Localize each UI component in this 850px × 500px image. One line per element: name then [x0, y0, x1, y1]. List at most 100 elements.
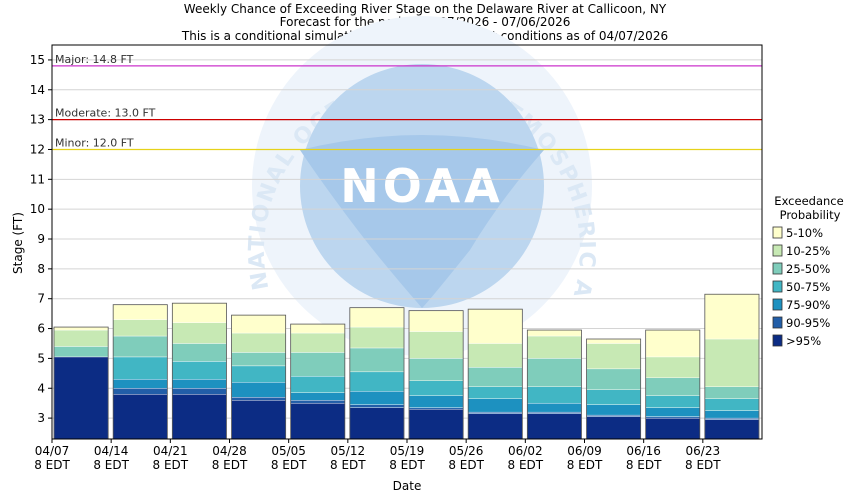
legend-label: 50-75% — [786, 280, 830, 294]
x-tick-time: 8 EDT — [626, 458, 662, 472]
bar-segment-25-50% — [408, 358, 464, 381]
x-tick-date: 05/12 — [331, 444, 366, 458]
bar-segment-10-25% — [172, 322, 227, 344]
bar-segment-5-10% — [112, 304, 168, 320]
y-ticks: 3 4 5 6 7 8 9 10 11 12 13 14 15 — [30, 53, 52, 425]
x-tick-time: 8 EDT — [212, 458, 248, 472]
x-tick-time: 8 EDT — [389, 458, 425, 472]
bar-week-06-16 — [645, 329, 701, 440]
y-tick-label: 14 — [30, 83, 45, 97]
bar-segment-10-25% — [467, 343, 523, 368]
bar-segment-25-50% — [290, 352, 346, 377]
bar-segment-10-25% — [408, 331, 464, 359]
bar-week-05-26 — [467, 308, 523, 440]
bar-segment-75-90% — [408, 395, 464, 408]
bar-segment-75-90% — [231, 382, 286, 398]
bar-segment-25-50% — [172, 343, 227, 362]
x-tick-time: 8 EDT — [93, 458, 129, 472]
bar-segment-90-95% — [172, 388, 227, 395]
x-tick-time: 8 EDT — [271, 458, 307, 472]
x-tick-time: 8 EDT — [685, 458, 721, 472]
bar-segment-90-95% — [467, 411, 523, 414]
y-tick-label: 15 — [30, 53, 45, 67]
x-tick-time: 8 EDT — [330, 458, 366, 472]
bar-week-04-14 — [112, 304, 168, 440]
bar-segment-5-10% — [408, 310, 464, 332]
bar-segment->95% — [231, 399, 286, 440]
bar-segment-10-25% — [112, 319, 168, 337]
bar-week-06-23 — [704, 293, 760, 440]
bar-segment-25-50% — [586, 368, 641, 390]
bar-segment-75-90% — [704, 410, 760, 419]
bar-segment->95% — [527, 413, 582, 440]
legend-label: >95% — [786, 334, 821, 348]
watermark-logo-text: NOAA — [340, 159, 504, 213]
legend-label: 5-10% — [786, 226, 823, 240]
legend-swatch-90-95% — [772, 316, 783, 329]
bar-segment-50-75% — [527, 386, 582, 404]
y-tick-label: 8 — [37, 262, 45, 276]
y-tick-label: 9 — [37, 232, 45, 246]
bar-segment-25-50% — [112, 335, 168, 358]
threshold-label-2: Minor: 12.0 FT — [55, 136, 134, 149]
bar-segment-75-90% — [586, 404, 641, 416]
bar-segment-50-75% — [467, 386, 523, 399]
bar-segment->95% — [53, 356, 109, 440]
bar-segment-50-75% — [645, 395, 701, 408]
x-tick-date: 04/14 — [94, 444, 129, 458]
x-tick-date: 05/05 — [271, 444, 306, 458]
x-tick-date: 06/23 — [686, 444, 721, 458]
threshold-label-0: Major: 14.8 FT — [55, 53, 134, 66]
bar-week-04-21 — [171, 302, 227, 440]
bar-segment-5-10% — [645, 329, 701, 358]
legend-swatch-10-25% — [772, 244, 783, 257]
bar-week-05-12 — [349, 307, 405, 440]
y-tick-label: 10 — [30, 202, 45, 216]
x-tick-date: 04/28 — [212, 444, 247, 458]
y-tick-label: 13 — [30, 113, 45, 127]
bar-segment-10-25% — [527, 335, 582, 359]
bar-segment-75-90% — [112, 379, 168, 389]
bar-segment-50-75% — [586, 389, 641, 405]
bar-segment-5-10% — [172, 302, 227, 323]
bar-segment-75-90% — [290, 392, 346, 401]
x-tick-date: 05/26 — [449, 444, 484, 458]
bar-segment-25-50% — [467, 367, 523, 387]
bar-week-06-09 — [586, 338, 642, 440]
bar-segment-90-95% — [586, 414, 641, 417]
bar-segment-5-10% — [467, 308, 523, 344]
bar-segment-75-90% — [467, 398, 523, 413]
bar-segment-90-95% — [527, 411, 582, 414]
bar-segment-25-50% — [645, 377, 701, 396]
bar-week-06-02 — [526, 329, 582, 440]
x-tick-time: 8 EDT — [153, 458, 189, 472]
bar-segment-90-95% — [408, 407, 464, 410]
bar-segment-10-25% — [586, 343, 641, 370]
x-tick-time: 8 EDT — [508, 458, 544, 472]
legend-swatch-5-10% — [772, 226, 783, 239]
legend-title-line1: Exceedance — [774, 194, 843, 208]
bar-week-05-05 — [290, 323, 346, 440]
bar-segment-5-10% — [231, 314, 286, 334]
legend-swatch-50-75% — [772, 280, 783, 293]
y-tick-label: 7 — [37, 292, 45, 306]
bar-segment->95% — [112, 394, 168, 440]
bar-segment-50-75% — [349, 371, 405, 392]
bar-segment-10-25% — [290, 332, 346, 353]
threshold-label-1: Moderate: 13.0 FT — [55, 107, 156, 120]
bar-segment-5-10% — [53, 326, 109, 331]
y-tick-label: 11 — [30, 172, 45, 186]
legend-label: 75-90% — [786, 298, 830, 312]
bar-segment->95% — [704, 419, 760, 440]
x-tick-date: 06/16 — [626, 444, 661, 458]
threshold-lines: Major: 14.8 FT Moderate: 13.0 FT Minor: 12… — [52, 53, 762, 151]
bar-segment->95% — [467, 413, 523, 440]
bar-segment-25-50% — [53, 346, 109, 358]
y-tick-label: 6 — [37, 322, 45, 336]
legend-label: 90-95% — [786, 316, 830, 330]
bar-segment-50-75% — [231, 365, 286, 383]
x-tick-date: 04/21 — [153, 444, 188, 458]
x-axis-label: Date — [393, 479, 422, 493]
